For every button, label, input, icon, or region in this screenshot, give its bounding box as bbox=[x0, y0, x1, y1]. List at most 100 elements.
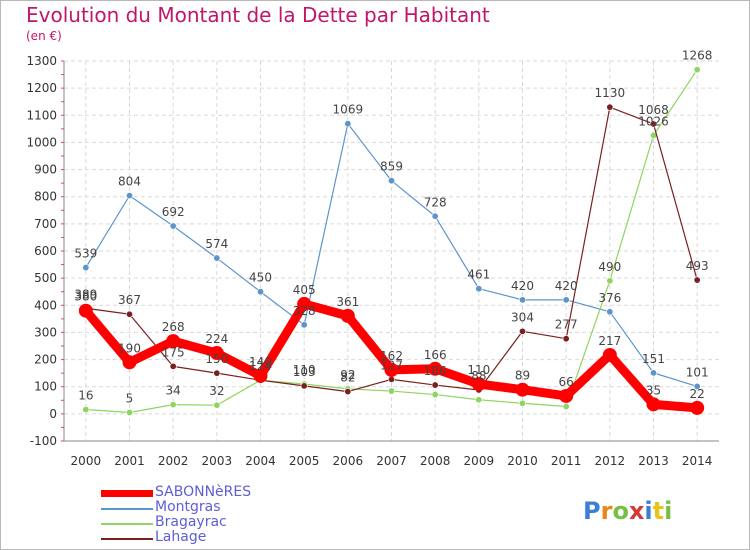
x-tick-label: 2010 bbox=[507, 454, 538, 468]
data-label: 859 bbox=[380, 160, 403, 174]
data-point bbox=[606, 308, 614, 316]
data-point bbox=[559, 388, 574, 403]
data-label: 493 bbox=[686, 259, 709, 273]
y-tick-label: 600 bbox=[34, 244, 57, 258]
legend-swatch bbox=[101, 523, 153, 525]
data-point bbox=[475, 396, 483, 404]
data-point bbox=[649, 120, 657, 128]
x-tick-label: 2009 bbox=[464, 454, 495, 468]
data-point bbox=[431, 381, 439, 389]
legend-swatch bbox=[101, 538, 153, 540]
data-point bbox=[126, 192, 134, 200]
data-label: 367 bbox=[118, 293, 141, 307]
x-tick-label: 2006 bbox=[333, 454, 364, 468]
data-label: 89 bbox=[515, 369, 530, 383]
data-label: 1026 bbox=[638, 114, 669, 128]
x-tick-label: 2001 bbox=[114, 454, 145, 468]
y-tick-label: 900 bbox=[34, 163, 57, 177]
data-label: 217 bbox=[598, 334, 621, 348]
x-tick-label: 2003 bbox=[202, 454, 233, 468]
data-label: 380 bbox=[74, 290, 97, 304]
data-point bbox=[213, 369, 221, 377]
data-label: 151 bbox=[642, 352, 665, 366]
data-label: 66 bbox=[559, 375, 574, 389]
data-point bbox=[78, 303, 93, 318]
data-label: 166 bbox=[424, 348, 447, 362]
data-label: 490 bbox=[598, 260, 621, 274]
data-point bbox=[209, 346, 224, 361]
y-tick-label: 500 bbox=[34, 271, 57, 285]
series-lines bbox=[78, 66, 705, 416]
data-label: 124 bbox=[249, 359, 272, 373]
y-tick-label: 200 bbox=[34, 353, 57, 367]
data-point bbox=[475, 285, 483, 293]
data-label: 110 bbox=[467, 363, 490, 377]
data-point bbox=[126, 408, 134, 416]
data-point bbox=[471, 377, 486, 391]
data-point bbox=[693, 66, 701, 74]
y-tick-label: 400 bbox=[34, 298, 57, 312]
data-label: 1130 bbox=[595, 86, 626, 100]
x-tick-label: 2013 bbox=[638, 454, 669, 468]
data-label: 22 bbox=[690, 387, 705, 401]
y-tick-label: 0 bbox=[49, 407, 57, 421]
data-point bbox=[649, 369, 657, 377]
data-point bbox=[122, 355, 137, 370]
data-label: 35 bbox=[646, 383, 661, 397]
x-tick-label: 2014 bbox=[682, 454, 713, 468]
data-point bbox=[256, 288, 264, 296]
x-tick-label: 2011 bbox=[551, 454, 582, 468]
data-point bbox=[166, 334, 181, 349]
data-label: 150 bbox=[205, 352, 228, 366]
data-point bbox=[169, 362, 177, 370]
data-label: 110 bbox=[293, 363, 316, 377]
data-point bbox=[518, 327, 526, 335]
data-point bbox=[562, 296, 570, 304]
data-labels: 380 190 268 224 140 405 361 162 166 110 89 66 217 35 2… bbox=[74, 49, 712, 406]
data-point bbox=[387, 177, 395, 185]
data-label: 5 bbox=[126, 392, 134, 406]
legend-label: SABONNèRES bbox=[155, 484, 252, 500]
legend-label: Bragayrac bbox=[155, 514, 227, 530]
data-point bbox=[300, 382, 308, 390]
data-point bbox=[690, 400, 705, 415]
data-point bbox=[344, 388, 352, 396]
data-point bbox=[693, 382, 701, 390]
x-tick-label: 2012 bbox=[595, 454, 626, 468]
data-point bbox=[82, 264, 90, 272]
unit-label: (en €) bbox=[26, 29, 62, 43]
data-point bbox=[213, 254, 221, 262]
data-point bbox=[646, 397, 661, 412]
data-point bbox=[169, 401, 177, 409]
data-label: 190 bbox=[118, 341, 141, 355]
data-point bbox=[384, 362, 399, 377]
svg-text:Proxiti: Proxiti bbox=[583, 497, 672, 525]
data-label: 420 bbox=[511, 279, 534, 293]
data-point bbox=[340, 308, 355, 323]
data-point bbox=[387, 375, 395, 383]
x-tick-label: 2004 bbox=[245, 454, 276, 468]
legend-swatch bbox=[101, 508, 153, 510]
y-tick-label: 1100 bbox=[26, 108, 57, 122]
data-label: 140 bbox=[249, 355, 272, 369]
data-label: 405 bbox=[293, 283, 316, 297]
data-point bbox=[82, 406, 90, 414]
data-label: 361 bbox=[336, 295, 359, 309]
y-tick-label: 800 bbox=[34, 190, 57, 204]
data-label: 376 bbox=[598, 291, 621, 305]
data-point bbox=[387, 387, 395, 395]
data-label: 101 bbox=[686, 365, 709, 379]
data-label: 82 bbox=[340, 371, 355, 385]
legend-swatch bbox=[101, 490, 153, 497]
data-label: 328 bbox=[293, 304, 316, 318]
data-point bbox=[431, 212, 439, 220]
y-tick-label: 1200 bbox=[26, 81, 57, 95]
data-label: 1068 bbox=[638, 103, 669, 117]
data-label: 103 bbox=[293, 365, 316, 379]
data-label: 175 bbox=[162, 345, 185, 359]
data-label: 539 bbox=[74, 247, 97, 261]
x-tick-label: 2005 bbox=[289, 454, 320, 468]
data-label: 224 bbox=[205, 332, 228, 346]
y-tick-label: 700 bbox=[34, 217, 57, 231]
